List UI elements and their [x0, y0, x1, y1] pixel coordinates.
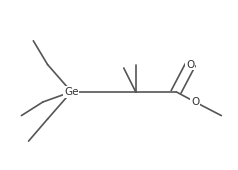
Text: O: O [186, 60, 194, 70]
Text: Ge: Ge [64, 87, 79, 97]
Text: O: O [191, 97, 199, 107]
